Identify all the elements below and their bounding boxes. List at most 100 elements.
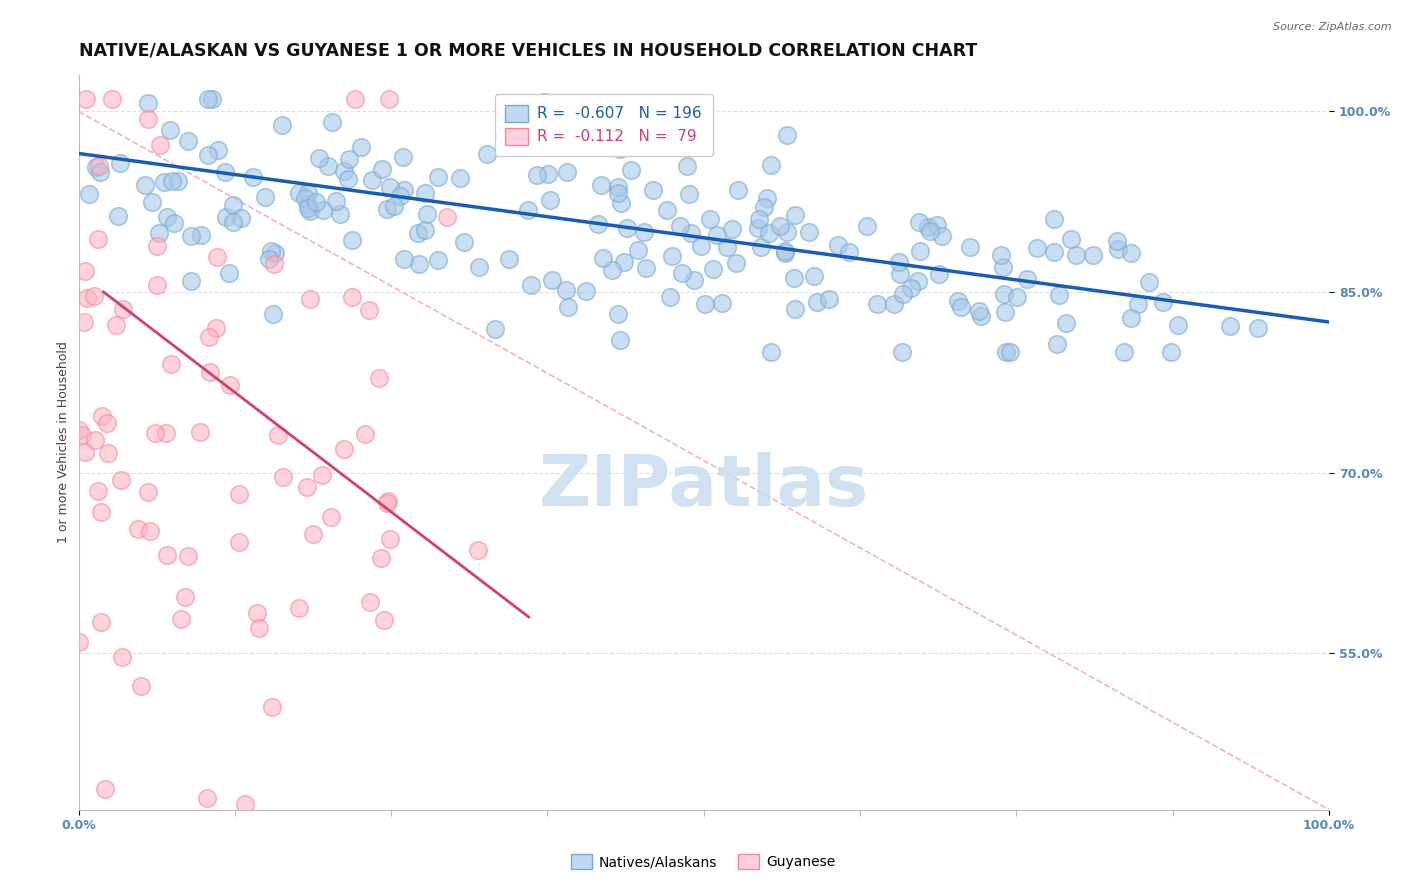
Point xyxy=(449,171,471,186)
Point xyxy=(308,151,330,165)
Point xyxy=(797,225,820,239)
Point xyxy=(1026,241,1049,255)
Point xyxy=(533,95,555,109)
Point xyxy=(287,601,309,615)
Point xyxy=(129,680,152,694)
Point xyxy=(246,606,269,620)
Point xyxy=(76,291,98,305)
Point xyxy=(659,290,682,304)
Point xyxy=(749,240,772,254)
Point xyxy=(1152,294,1174,309)
Point xyxy=(299,292,322,306)
Point xyxy=(498,252,520,267)
Point xyxy=(468,260,491,274)
Point xyxy=(382,199,405,213)
Point xyxy=(484,321,506,335)
Y-axis label: 1 or more Vehicles in Household: 1 or more Vehicles in Household xyxy=(58,342,70,543)
Point xyxy=(783,270,806,285)
Point xyxy=(408,257,430,271)
Point xyxy=(520,278,543,293)
Legend: Natives/Alaskans, Guyanese: Natives/Alaskans, Guyanese xyxy=(564,847,842,876)
Point xyxy=(221,198,243,212)
Point xyxy=(756,191,779,205)
Point xyxy=(600,263,623,277)
Point xyxy=(96,416,118,430)
Point xyxy=(197,148,219,162)
Point xyxy=(436,210,458,224)
Point xyxy=(775,225,797,239)
Point xyxy=(156,211,179,225)
Point xyxy=(619,163,641,178)
Point xyxy=(235,797,257,811)
Point xyxy=(501,827,523,841)
Point xyxy=(720,222,742,236)
Point xyxy=(477,147,499,161)
Point xyxy=(262,307,284,321)
Point xyxy=(993,260,1015,274)
Point xyxy=(108,155,131,169)
Point xyxy=(375,496,398,510)
Point xyxy=(636,260,658,275)
Point xyxy=(105,318,128,332)
Point xyxy=(87,159,110,173)
Point xyxy=(671,266,693,280)
Point xyxy=(321,510,343,524)
Point xyxy=(747,221,769,235)
Point xyxy=(908,214,931,228)
Point xyxy=(889,267,911,281)
Point xyxy=(679,226,702,240)
Point xyxy=(427,252,450,267)
Point xyxy=(207,144,229,158)
Point xyxy=(655,203,678,218)
Point xyxy=(148,138,170,153)
Point xyxy=(1066,248,1088,262)
Point xyxy=(332,442,354,456)
Point xyxy=(669,219,692,233)
Point xyxy=(678,186,700,201)
Point xyxy=(1105,235,1128,249)
Point xyxy=(1167,318,1189,333)
Point xyxy=(806,295,828,310)
Point xyxy=(302,527,325,541)
Point xyxy=(993,305,1015,319)
Point xyxy=(783,301,806,316)
Point xyxy=(375,202,398,216)
Point xyxy=(141,195,163,210)
Point xyxy=(98,827,121,841)
Point xyxy=(516,202,538,217)
Point xyxy=(752,200,775,214)
Point xyxy=(198,365,221,379)
Point xyxy=(959,240,981,254)
Point xyxy=(928,267,950,281)
Point xyxy=(931,228,953,243)
Point xyxy=(159,123,181,137)
Point xyxy=(856,219,879,234)
Point xyxy=(626,243,648,257)
Point xyxy=(1160,345,1182,359)
Point xyxy=(1126,297,1149,311)
Point xyxy=(337,152,360,166)
Point xyxy=(706,227,728,242)
Point xyxy=(263,257,285,271)
Point xyxy=(1005,290,1028,304)
Point xyxy=(73,445,96,459)
Point xyxy=(169,612,191,626)
Point xyxy=(995,345,1018,359)
Point xyxy=(201,92,224,106)
Point xyxy=(415,186,437,201)
Point xyxy=(156,548,179,562)
Point xyxy=(357,303,380,318)
Point xyxy=(710,296,733,310)
Point xyxy=(84,433,107,447)
Point xyxy=(683,273,706,287)
Point xyxy=(138,484,160,499)
Point xyxy=(260,244,283,258)
Point xyxy=(107,209,129,223)
Point xyxy=(378,179,401,194)
Point xyxy=(218,266,240,280)
Point xyxy=(260,700,283,714)
Point xyxy=(537,167,560,181)
Point xyxy=(690,239,713,253)
Point xyxy=(389,189,412,203)
Point xyxy=(554,283,576,297)
